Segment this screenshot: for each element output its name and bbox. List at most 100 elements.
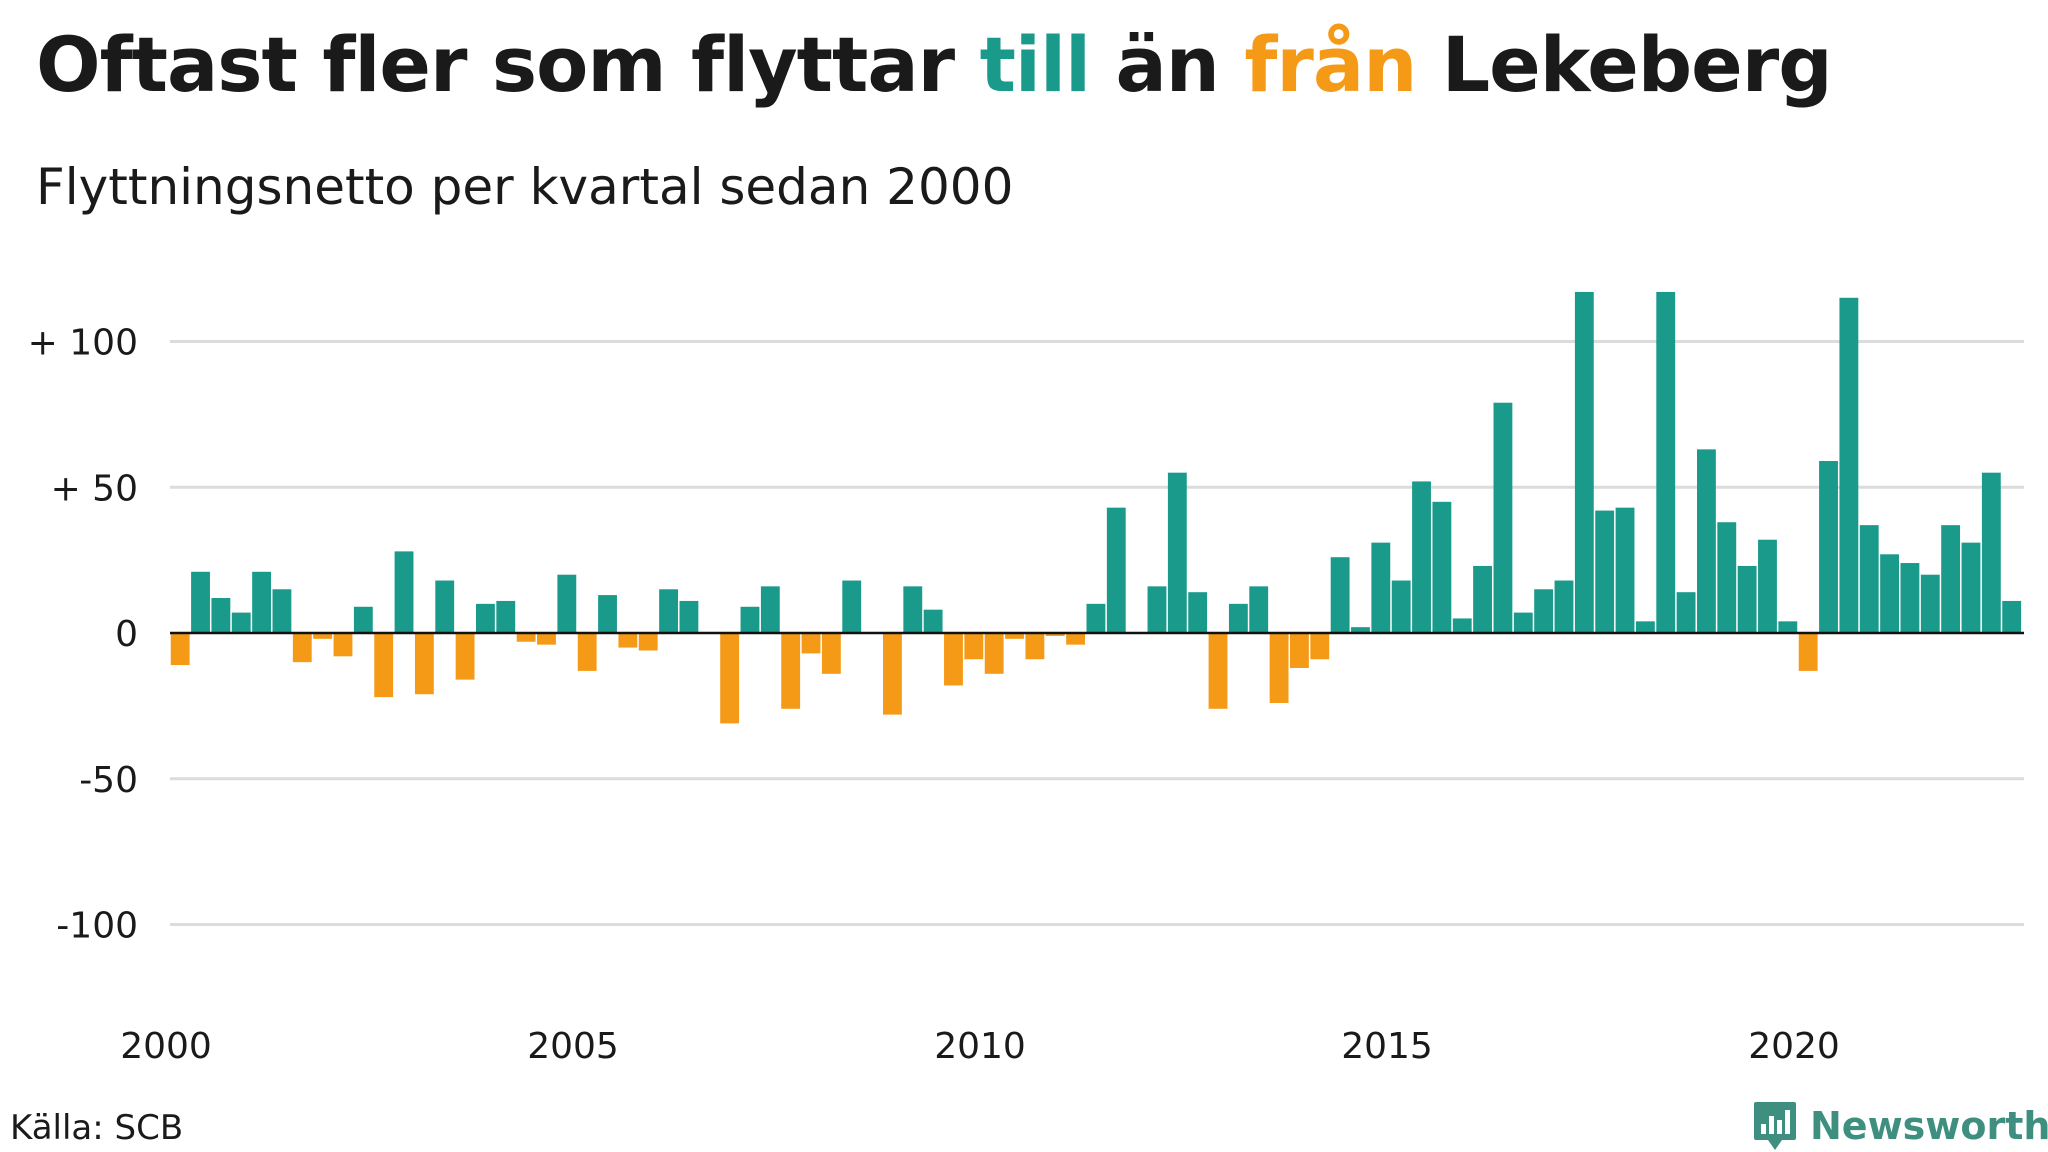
bar — [516, 633, 536, 642]
bar — [821, 633, 841, 674]
bar — [313, 633, 333, 639]
bar — [1880, 554, 1899, 633]
bar — [903, 586, 923, 633]
bar — [537, 633, 556, 645]
x-tick-label: 2005 — [527, 1026, 619, 1067]
bar — [801, 633, 821, 654]
bar — [1412, 481, 1431, 633]
bar — [496, 600, 516, 633]
bar — [1615, 507, 1635, 633]
bar — [923, 609, 943, 633]
bar — [1534, 589, 1554, 633]
chart-subtitle: Flyttningsnetto per kvartal sedan 2000 — [36, 158, 1014, 216]
bar — [353, 606, 373, 633]
bar — [1961, 542, 1981, 633]
y-tick-label: + 100 — [28, 323, 138, 364]
newsworthy-logo-icon — [1754, 1102, 1796, 1150]
bar — [1819, 461, 1838, 633]
bar — [1758, 539, 1777, 633]
bar — [964, 633, 984, 660]
bar — [1147, 586, 1167, 633]
bar — [1330, 557, 1350, 633]
source-label: Källa: SCB — [10, 1108, 184, 1148]
bar — [842, 580, 862, 633]
bar — [659, 589, 678, 633]
bar — [1005, 633, 1024, 639]
grid-lines — [170, 340, 2024, 926]
bar — [1432, 501, 1452, 633]
bar — [333, 633, 353, 657]
bar — [1025, 633, 1045, 660]
bar — [944, 633, 963, 686]
x-tick-label: 2020 — [1748, 1026, 1840, 1067]
bars — [170, 291, 2022, 724]
bar — [1167, 472, 1187, 633]
bar — [984, 633, 1004, 674]
bar — [1290, 633, 1309, 668]
bar — [1676, 592, 1696, 633]
bar — [211, 598, 231, 633]
bar — [1656, 291, 1676, 633]
bar — [1920, 574, 1940, 633]
bar — [618, 633, 638, 648]
bar — [1574, 291, 1594, 633]
brand-logo[interactable]: Newsworthy — [1752, 1100, 2048, 1152]
bar — [252, 571, 271, 633]
title-word-fran: från — [1244, 20, 1417, 109]
chart-title: Oftast fler som flyttar till än från Lek… — [36, 20, 1833, 109]
bar — [1513, 612, 1533, 633]
title-word-till: till — [979, 20, 1091, 109]
x-tick-label: 2000 — [120, 1026, 212, 1067]
bar — [1473, 565, 1492, 633]
bar — [394, 551, 414, 633]
bar — [1737, 565, 1757, 633]
bar — [435, 580, 455, 633]
bar — [1391, 580, 1411, 633]
bar — [1981, 472, 2001, 633]
bar — [1310, 633, 1330, 660]
y-tick-label: + 50 — [51, 468, 138, 509]
bar — [1208, 633, 1228, 709]
bar — [1493, 402, 1513, 633]
y-tick-label: 0 — [115, 614, 138, 655]
bar — [1066, 633, 1085, 645]
bar — [1351, 627, 1370, 633]
y-tick-label: -100 — [56, 906, 138, 947]
bar — [1595, 510, 1615, 633]
bar — [476, 603, 495, 633]
bar — [598, 595, 617, 633]
bar — [1106, 507, 1126, 633]
bar — [1452, 618, 1472, 633]
title-part-3: än — [1090, 20, 1245, 109]
brand-name: Newsworthy — [1810, 1104, 2048, 1148]
bar — [1045, 633, 1065, 636]
bar — [1086, 603, 1106, 633]
bar — [1717, 522, 1737, 633]
title-part-1: Oftast fler som flyttar — [36, 20, 980, 109]
bar — [883, 633, 902, 715]
bar — [1188, 592, 1208, 633]
bar — [760, 586, 780, 633]
bar — [1941, 525, 1961, 633]
bar — [679, 600, 699, 633]
bar — [272, 589, 292, 633]
bar — [557, 574, 577, 633]
x-tick-label: 2010 — [934, 1026, 1026, 1067]
bar — [577, 633, 597, 671]
y-tick-label: -50 — [79, 760, 138, 801]
x-tick-label: 2015 — [1341, 1026, 1433, 1067]
y-axis-labels: + 100 + 50 0 -50 -100 — [28, 323, 138, 947]
bar — [638, 633, 658, 651]
bar — [1635, 621, 1655, 633]
bar — [740, 606, 760, 633]
bar — [720, 633, 740, 724]
bar — [1798, 633, 1818, 671]
bar — [170, 633, 190, 666]
bar — [455, 633, 475, 680]
bar — [1839, 297, 1859, 633]
bar — [292, 633, 312, 663]
title-part-5: Lekeberg — [1416, 20, 1833, 109]
bar — [414, 633, 434, 695]
bar — [1900, 563, 1920, 633]
bar — [781, 633, 801, 709]
